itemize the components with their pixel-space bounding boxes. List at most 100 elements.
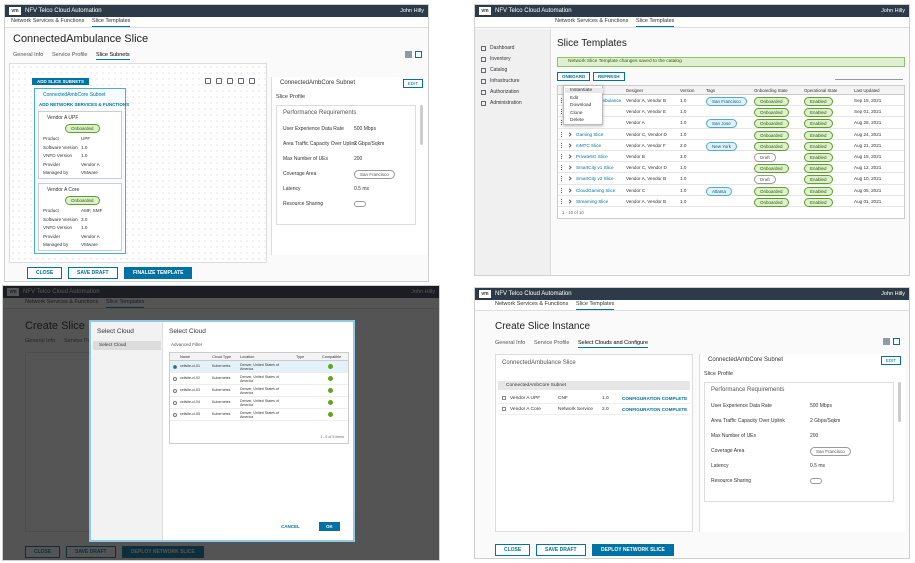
operational-pill: Enabled — [804, 153, 833, 162]
sidebar-item[interactable]: Dashboard — [490, 45, 515, 51]
toolbar-button[interactable]: ONBOARD — [557, 72, 591, 81]
add-subnet-button[interactable]: ADD SLICE SUBNETS — [32, 78, 90, 85]
ok-button[interactable]: OK — [319, 522, 340, 531]
row-radio[interactable] — [173, 401, 177, 405]
sidebar-item[interactable]: Administration — [490, 100, 522, 106]
user-menu[interactable]: John Hilly — [400, 8, 424, 14]
user-menu[interactable]: John Hilly — [881, 8, 905, 14]
action-button[interactable]: CLOSE — [27, 267, 63, 279]
profile-label: Resource Sharing — [283, 201, 324, 207]
sidebar-item[interactable]: Infrastructure — [490, 78, 520, 84]
field-value: VMware — [81, 242, 98, 247]
menu-item[interactable]: Edit — [570, 95, 579, 101]
template-name[interactable]: mMTC Slice — [576, 142, 602, 148]
row-radio[interactable] — [173, 377, 177, 381]
row-actions[interactable] — [561, 165, 564, 171]
table-row — [558, 151, 904, 163]
menu-item[interactable]: Delete — [570, 118, 584, 123]
edit-button[interactable]: EDIT — [880, 356, 901, 365]
row-radio[interactable] — [173, 365, 177, 369]
step-label[interactable]: Select Cloud — [99, 343, 127, 348]
templates-table: NameDesignerVersionTagsOnboarding StateO… — [557, 85, 905, 219]
page-tab[interactable]: General Info — [495, 340, 526, 346]
view-icon — [415, 51, 422, 58]
wizard-step: Select Cloud — [93, 341, 161, 350]
slice-name: ConnectedAmbulance Slice — [502, 360, 576, 366]
action-button[interactable]: SAVE DRAFT — [536, 544, 586, 556]
menu-item[interactable]: Instantiate — [565, 88, 603, 93]
row-actions[interactable] — [561, 109, 564, 115]
nav-tab[interactable]: Slice Templates — [636, 17, 675, 27]
toolbar-icon[interactable] — [216, 78, 222, 84]
field-value: Vendor A — [81, 161, 100, 167]
menu-item[interactable]: Download — [570, 103, 592, 108]
operational-pill: Enabled — [804, 97, 833, 106]
advanced-filter[interactable]: Advanced Filter — [171, 342, 203, 347]
menu-item[interactable]: Clone — [570, 110, 583, 116]
column-header: Compatible — [322, 355, 342, 359]
nav-tab[interactable]: Slice Templates — [92, 17, 131, 27]
profile-label: Area Traffic Capacity Over Uplink — [711, 418, 785, 424]
action-button[interactable]: CLOSE — [495, 544, 531, 556]
compatible-check — [328, 388, 333, 393]
sidebar-item[interactable]: Inventory — [490, 56, 511, 62]
row-radio[interactable] — [173, 389, 177, 393]
row-actions[interactable] — [561, 198, 564, 204]
toolbar-icon[interactable] — [249, 78, 255, 84]
template-name[interactable]: Streaming Slice — [576, 198, 609, 204]
toolbar-icon[interactable] — [227, 78, 233, 84]
table-row — [558, 162, 904, 174]
subnet-name[interactable]: ConnectedAmbCore Subnet — [506, 383, 566, 388]
edit-button[interactable]: EDIT — [402, 79, 423, 88]
toggle[interactable] — [810, 478, 822, 484]
row-actions[interactable] — [561, 142, 564, 148]
page-tab[interactable]: Select Clouds and Configure — [578, 340, 649, 348]
row-radio[interactable] — [173, 413, 177, 417]
nav-tab[interactable]: Network Services & Functions — [495, 301, 569, 307]
cell-designer: Vendor C, Vendor D — [626, 165, 667, 171]
app-header: vm NFV Telco Cloud Automation John Hilly — [5, 5, 428, 17]
sidebar-item[interactable]: Catalog — [490, 67, 508, 73]
function-box: Vendor A UPF Onboarded Product UPF Software … — [38, 111, 122, 179]
profile-label: Coverage Area — [711, 448, 745, 454]
row-actions[interactable] — [561, 120, 564, 126]
nav-tab[interactable]: Slice Templates — [576, 300, 615, 310]
page-tab[interactable]: Service Profile — [534, 340, 570, 346]
nav-tab[interactable]: Network Services & Functions — [555, 18, 629, 24]
template-name[interactable]: CloudGaming Slice — [576, 187, 616, 193]
subnet-header: ConnectedAmbCore Subnet — [498, 381, 690, 390]
page-tab[interactable]: Slice Subnets — [96, 52, 130, 60]
cell-updated: Aug 12, 2021 — [854, 165, 882, 171]
page-tab[interactable]: Service Profile — [52, 52, 88, 58]
template-name[interactable]: SmartCity v1 Slice — [576, 165, 614, 171]
onboarding-pill: Onboarded — [754, 197, 789, 207]
nav-tab[interactable]: Network Services & Functions — [11, 18, 85, 24]
search-field[interactable] — [835, 73, 903, 80]
action-button[interactable]: FINALIZE TEMPLATE — [124, 267, 193, 279]
action-button[interactable]: SAVE DRAFT — [68, 267, 118, 279]
config-status[interactable]: CONFIGURATION COMPLETE — [622, 396, 688, 401]
toolbar-icon[interactable] — [205, 78, 211, 84]
template-name[interactable]: Gaming Slice — [576, 131, 604, 137]
sidebar-item[interactable]: Authorization — [490, 89, 520, 95]
template-name[interactable]: SmartCity v2 Slice — [576, 176, 614, 182]
action-button[interactable]: DEPLOY NETWORK SLICE — [592, 544, 674, 556]
row-actions[interactable] — [561, 131, 564, 137]
cancel-button[interactable]: CANCEL — [281, 524, 300, 529]
column-header: Tags — [706, 88, 716, 93]
function-name: Vendor A Core — [47, 187, 80, 193]
add-functions-link[interactable]: ADD NETWORK SERVICES & FUNCTIONS — [39, 102, 130, 107]
user-menu[interactable]: John Hilly — [881, 291, 905, 297]
row-actions[interactable] — [561, 98, 564, 103]
toolbar-icon[interactable] — [238, 78, 244, 84]
row-actions[interactable] — [561, 176, 564, 182]
template-name[interactable]: Private5G Slice — [576, 154, 608, 159]
row-actions[interactable] — [561, 154, 564, 159]
row-actions[interactable] — [561, 187, 564, 193]
profile-label: Area Traffic Capacity Over Uplink — [283, 141, 357, 147]
modal-heading: Select Cloud — [169, 328, 206, 335]
toolbar-button[interactable]: REFRESH — [593, 72, 625, 81]
config-status[interactable]: CONFIGURATION COMPLETE — [622, 407, 688, 412]
page-tab[interactable]: General Info — [13, 52, 44, 58]
toggle[interactable] — [354, 201, 366, 207]
